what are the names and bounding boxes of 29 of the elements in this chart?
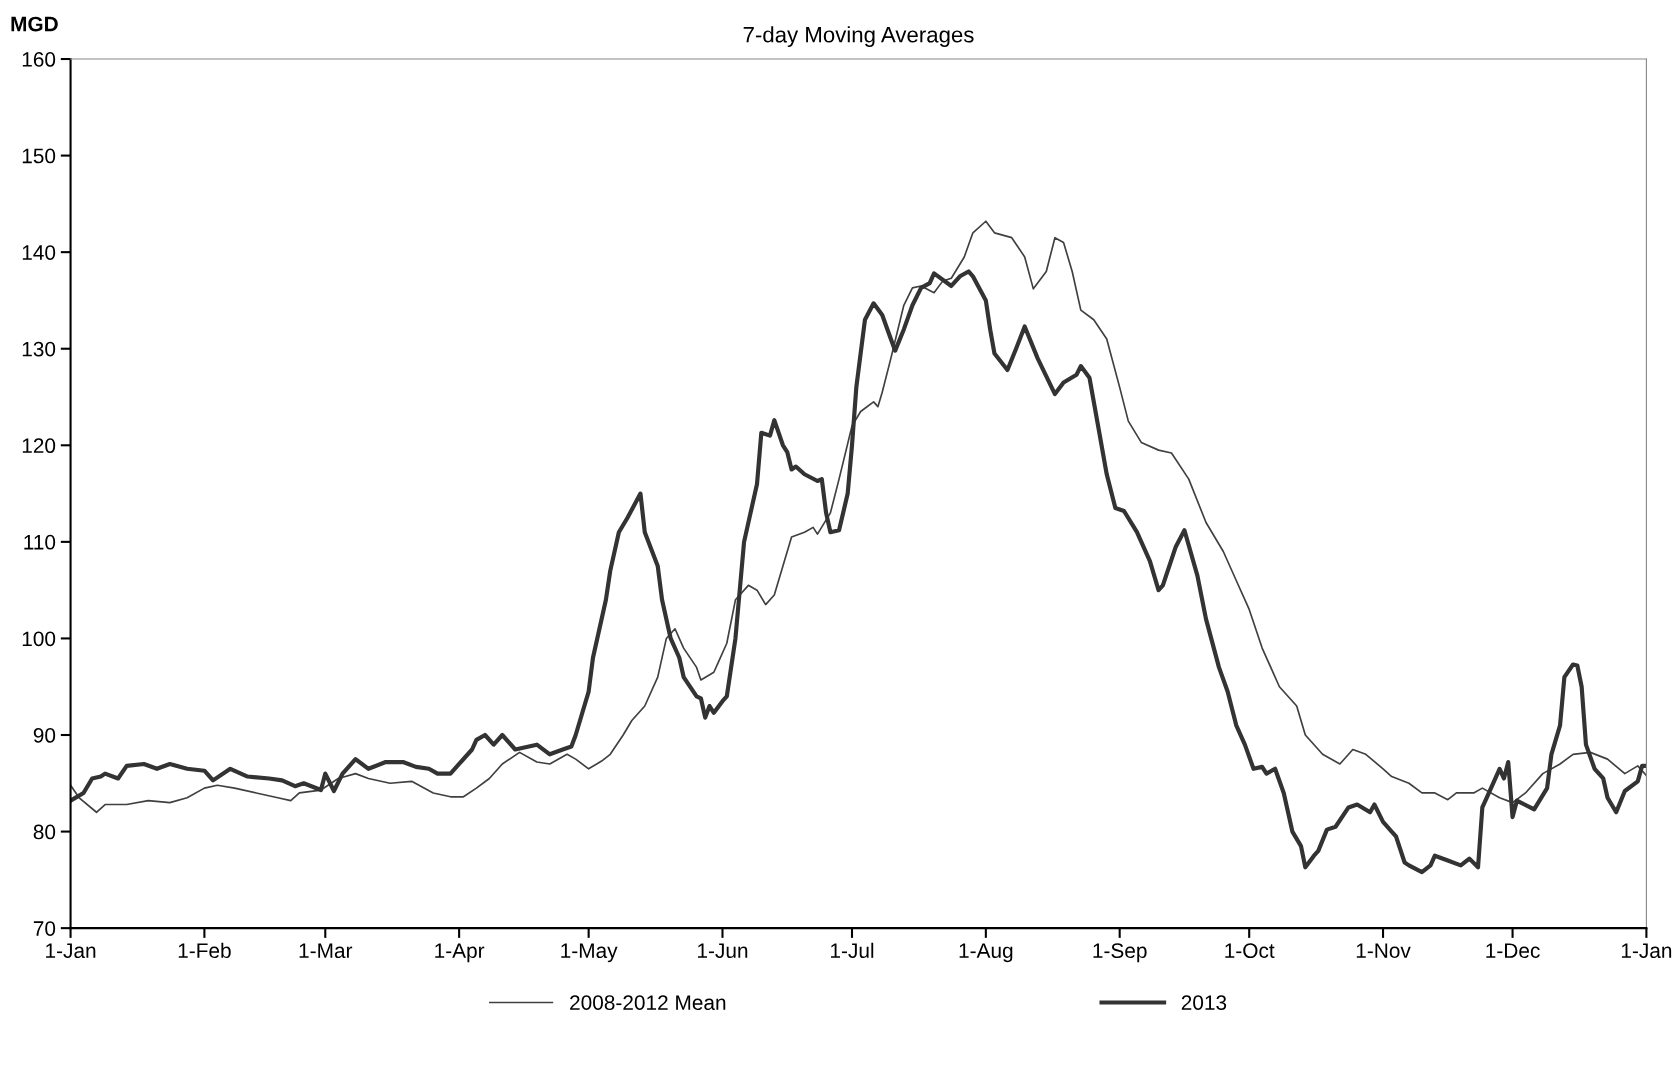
y-tick-label: 70 <box>33 921 56 936</box>
line-series <box>70 220 1647 814</box>
x-tick-label: 1-Jan <box>1621 943 1672 959</box>
x-tick-label: 1-Feb <box>178 942 231 959</box>
y-tick-label: 130 <box>22 341 56 357</box>
y-tick-label: 110 <box>24 534 56 550</box>
y-tick-label: 160 <box>22 52 56 67</box>
y-tick-label: 80 <box>33 824 56 840</box>
y-tick-label: 140 <box>22 245 56 260</box>
y-axis-title: MGD <box>11 16 58 32</box>
x-tick-label: 1-May <box>561 943 618 963</box>
y-tick-label: 100 <box>22 631 56 647</box>
x-tick-label: 1-Sep <box>1093 943 1147 963</box>
x-tick-label: 1-Aug <box>959 943 1013 963</box>
y-tick-label: 150 <box>22 148 56 164</box>
x-tick-label: 1-Jun <box>698 943 748 959</box>
x-tick-label: 1-Jul <box>831 942 874 959</box>
legend-label: 2008-2012 Mean <box>570 995 726 1010</box>
x-tick-label: 1-Apr <box>435 943 485 963</box>
x-tick-label: 1-Oct <box>1225 943 1275 959</box>
x-tick-label: 1-Mar <box>299 943 353 959</box>
line-series <box>70 269 1647 875</box>
chart-title: 7-day Moving Averages <box>743 26 974 47</box>
x-tick-label: 1-Jan <box>46 943 96 959</box>
x-tick-label: 1-Nov <box>1356 943 1411 959</box>
x-tick-label: 1-Dec <box>1486 943 1540 959</box>
y-tick-label: 90 <box>33 728 56 743</box>
y-tick-label: 120 <box>22 438 56 454</box>
legend-label: 2013 <box>1181 995 1227 1010</box>
